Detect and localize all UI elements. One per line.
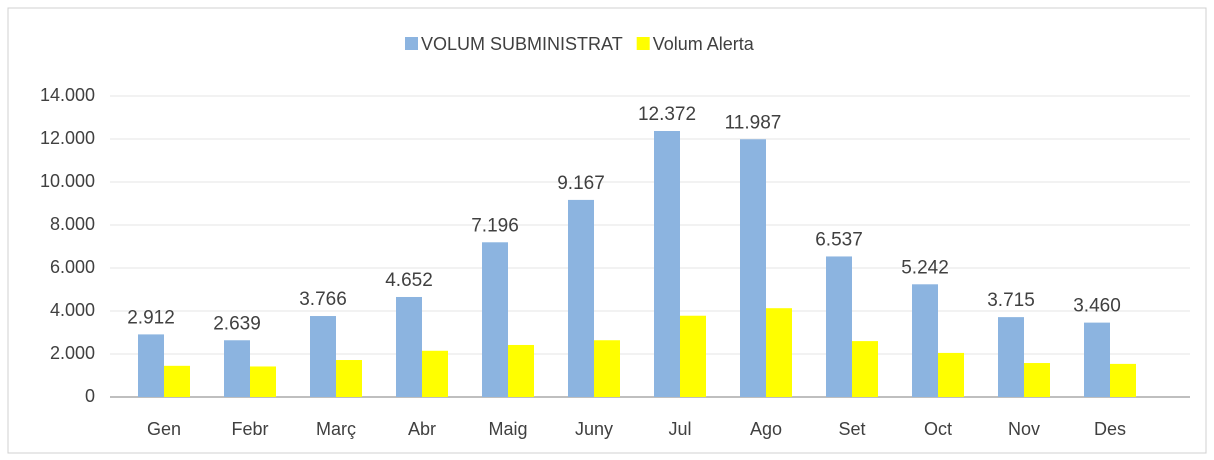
x-tick-label: Febr bbox=[231, 419, 268, 439]
bar bbox=[654, 131, 680, 397]
bar bbox=[138, 334, 164, 397]
bar bbox=[422, 350, 448, 397]
x-tick-label: Juny bbox=[575, 419, 613, 439]
data-label: 4.652 bbox=[385, 270, 433, 291]
bar bbox=[164, 365, 190, 397]
y-tick-label: 8.000 bbox=[50, 214, 95, 234]
bar bbox=[250, 366, 276, 397]
data-label: 2.639 bbox=[213, 313, 261, 334]
bar bbox=[912, 284, 938, 397]
x-tick-label: Ago bbox=[750, 419, 782, 439]
bar bbox=[310, 316, 336, 397]
data-label: 5.242 bbox=[901, 257, 949, 278]
y-tick-label: 12.000 bbox=[40, 128, 95, 148]
legend-label: VOLUM SUBMINISTRAT bbox=[421, 34, 623, 54]
bar bbox=[998, 317, 1024, 397]
legend-swatch bbox=[405, 37, 418, 50]
legend-swatch bbox=[636, 37, 650, 50]
x-tick-label: Maig bbox=[488, 419, 527, 439]
data-label: 11.987 bbox=[725, 112, 782, 133]
data-label: 9.167 bbox=[557, 173, 605, 194]
bar bbox=[740, 139, 766, 398]
data-label: 3.460 bbox=[1073, 296, 1121, 317]
bar bbox=[336, 360, 362, 397]
bar bbox=[852, 341, 878, 397]
data-label: 6.537 bbox=[815, 229, 863, 250]
bar bbox=[826, 256, 852, 397]
bar bbox=[568, 199, 594, 397]
bar bbox=[1110, 363, 1136, 397]
x-tick-label: Des bbox=[1094, 419, 1126, 439]
x-tick-label: Abr bbox=[408, 419, 436, 439]
bar bbox=[938, 352, 964, 397]
data-label: 7.196 bbox=[471, 215, 519, 236]
x-tick-label: Jul bbox=[668, 419, 691, 439]
data-label: 12.372 bbox=[638, 104, 696, 125]
x-tick-label: Oct bbox=[924, 419, 952, 439]
y-tick-label: 14.000 bbox=[40, 85, 95, 105]
bar bbox=[224, 340, 250, 397]
x-tick-label: Març bbox=[316, 419, 356, 439]
bar bbox=[1024, 363, 1050, 397]
x-tick-label: Gen bbox=[147, 419, 181, 439]
y-tick-label: 4.000 bbox=[50, 300, 95, 320]
bar bbox=[680, 315, 706, 397]
data-label: 2.912 bbox=[127, 307, 175, 328]
y-tick-label: 2.000 bbox=[50, 343, 95, 363]
bar bbox=[594, 340, 620, 397]
bar bbox=[766, 308, 792, 397]
bar bbox=[508, 344, 534, 397]
bar bbox=[1084, 322, 1110, 397]
x-tick-label: Nov bbox=[1008, 419, 1040, 439]
bar bbox=[396, 296, 422, 397]
data-label: 3.715 bbox=[987, 290, 1035, 311]
x-tick-label: Set bbox=[838, 419, 865, 439]
y-tick-label: 6.000 bbox=[50, 257, 95, 277]
data-label: 3.766 bbox=[299, 289, 347, 310]
y-tick-label: 10.000 bbox=[40, 171, 95, 191]
bar bbox=[482, 242, 508, 397]
y-tick-label: 0 bbox=[85, 386, 95, 406]
legend-label: Volum Alerta bbox=[653, 34, 755, 54]
